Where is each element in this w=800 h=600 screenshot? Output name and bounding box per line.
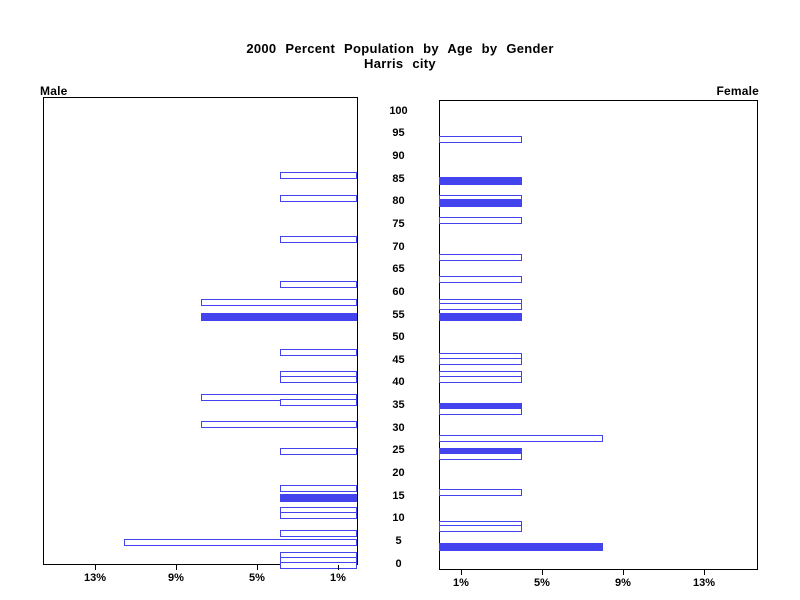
female-pct-label-13: 13% [692,577,716,589]
age-tick-label-15: 15 [392,490,405,502]
female-bar-age-34 [439,408,522,415]
age-tick-label-35: 35 [392,399,405,411]
male-bar-age-72 [280,236,357,243]
female-bar-age-76 [439,217,522,224]
female-bar-age-25 [439,448,522,456]
female-pct-tick-13 [704,570,705,575]
age-tick-label-25: 25 [392,444,405,456]
age-tick-label-40: 40 [392,376,405,388]
age-tick-label-20: 20 [392,467,405,479]
female-bar-age-80 [439,199,522,207]
male-bar-age-17 [280,485,357,492]
female-series-label: Female [716,84,759,98]
age-tick-label-55: 55 [392,309,405,321]
female-bar-age-68 [439,254,522,261]
male-pct-tick-13 [95,565,96,570]
age-tick-label-80: 80 [392,195,405,207]
male-bar-age-37 [201,394,357,401]
female-pct-label-5: 5% [534,577,550,589]
female-bar-age-4 [439,543,603,551]
female-bar-age-45 [439,358,522,365]
male-bar-age-55 [201,313,357,321]
age-tick-label-45: 45 [392,354,405,366]
female-bar-age-57 [439,303,522,310]
male-pct-tick-9 [176,565,177,570]
male-bar-age-41 [280,376,357,383]
female-bar-age-28 [439,435,603,442]
age-tick-label-90: 90 [392,150,405,162]
female-bar-age-8 [439,525,522,532]
age-tick-label-30: 30 [392,422,405,434]
female-plot-panel [439,100,758,570]
male-bar-age-86 [280,172,357,179]
male-bar-age-11 [280,512,357,519]
age-tick-label-0: 0 [395,558,402,570]
male-bar-age-31 [201,421,357,428]
female-pct-label-1: 1% [453,577,469,589]
female-bar-age-35 [439,403,522,411]
female-bar-age-63 [439,276,522,283]
female-bar-age-94 [439,136,522,143]
male-pct-label-13: 13% [83,572,107,584]
male-bar-age-81 [280,195,357,202]
male-series-label: Male [40,84,68,98]
male-bar-age-58 [201,299,357,306]
age-tick-label-85: 85 [392,173,405,185]
male-bar-age-5 [124,539,357,546]
female-bar-age-41 [439,376,522,383]
age-tick-label-70: 70 [392,241,405,253]
male-bar-age-7 [280,530,357,537]
age-tick-label-100: 100 [389,105,408,117]
female-pct-tick-5 [542,570,543,575]
age-tick-label-60: 60 [392,286,405,298]
female-bar-age-85 [439,177,522,185]
age-tick-label-10: 10 [392,512,405,524]
male-pct-label-5: 5% [249,572,265,584]
male-bar-age-15 [280,494,357,502]
male-bar-age-0 [280,562,357,569]
female-pct-tick-1 [461,570,462,575]
age-tick-label-75: 75 [392,218,405,230]
age-tick-label-50: 50 [392,331,405,343]
age-tick-label-5: 5 [395,535,402,547]
male-pct-label-1: 1% [330,572,346,584]
chart-title-block: 2000 Percent Population by Age by Gender… [0,41,800,71]
male-pct-tick-5 [257,565,258,570]
age-tick-label-65: 65 [392,263,405,275]
female-bar-age-16 [439,489,522,496]
chart-title: 2000 Percent Population by Age by Gender [246,41,554,56]
male-plot-panel [43,97,358,569]
female-bar-age-24 [439,453,522,460]
male-bar-age-36 [280,399,357,406]
chart-subtitle: Harris city [364,56,436,71]
male-bar-age-47 [280,349,357,356]
male-pct-label-9: 9% [168,572,184,584]
male-bar-age-62 [280,281,357,288]
male-bar-age-25 [280,448,357,455]
female-bar-age-55 [439,313,522,321]
female-pct-tick-9 [623,570,624,575]
male-pct-tick-1 [338,565,339,570]
age-tick-label-95: 95 [392,127,405,139]
female-pct-label-9: 9% [615,577,631,589]
